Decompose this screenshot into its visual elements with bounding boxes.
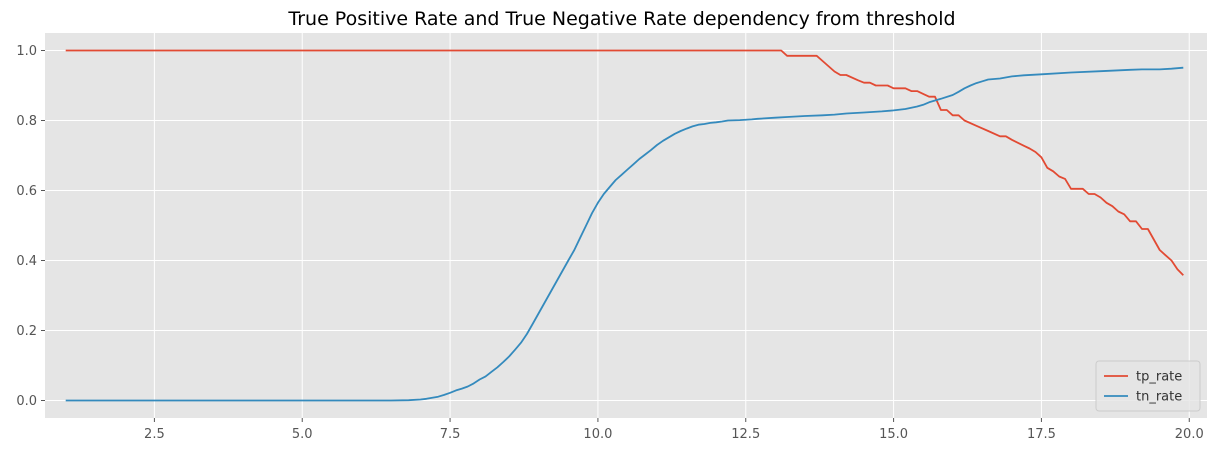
x-tick-label: 2.5	[144, 427, 165, 442]
plot-area	[45, 33, 1207, 418]
x-tick-label: 7.5	[440, 427, 461, 442]
y-tick-label: 0.0	[16, 394, 37, 409]
series-layer	[65, 49, 1184, 402]
y-tick-label: 0.6	[16, 184, 37, 199]
legend-label: tp_rate	[1136, 370, 1182, 385]
chart-title: True Positive Rate and True Negative Rat…	[287, 8, 955, 30]
series-line-tp-rate	[65, 49, 1184, 276]
y-tick-label: 0.2	[16, 324, 37, 339]
legend-label: tn_rate	[1136, 390, 1182, 405]
x-tick-label: 20.0	[1175, 427, 1204, 442]
x-tick-label: 15.0	[879, 427, 908, 442]
x-tick-label: 5.0	[292, 427, 313, 442]
x-tick-label: 17.5	[1027, 427, 1056, 442]
legend: tp_rate tn_rate	[1095, 360, 1201, 412]
y-tick-label: 0.8	[16, 114, 37, 129]
x-tick-label: 12.5	[731, 427, 760, 442]
x-axis: 2.5 5.0 7.5 10.0 12.5 15.0 17.5 20.0	[144, 418, 1204, 442]
y-tick-label: 0.4	[16, 254, 37, 269]
x-tick-label: 10.0	[583, 427, 612, 442]
series-line-tn-rate	[65, 66, 1184, 402]
y-tick-label: 1.0	[16, 44, 37, 59]
legend-box	[1095, 360, 1201, 412]
y-axis: 0.0 0.2 0.4 0.6 0.8 1.0	[16, 44, 45, 409]
